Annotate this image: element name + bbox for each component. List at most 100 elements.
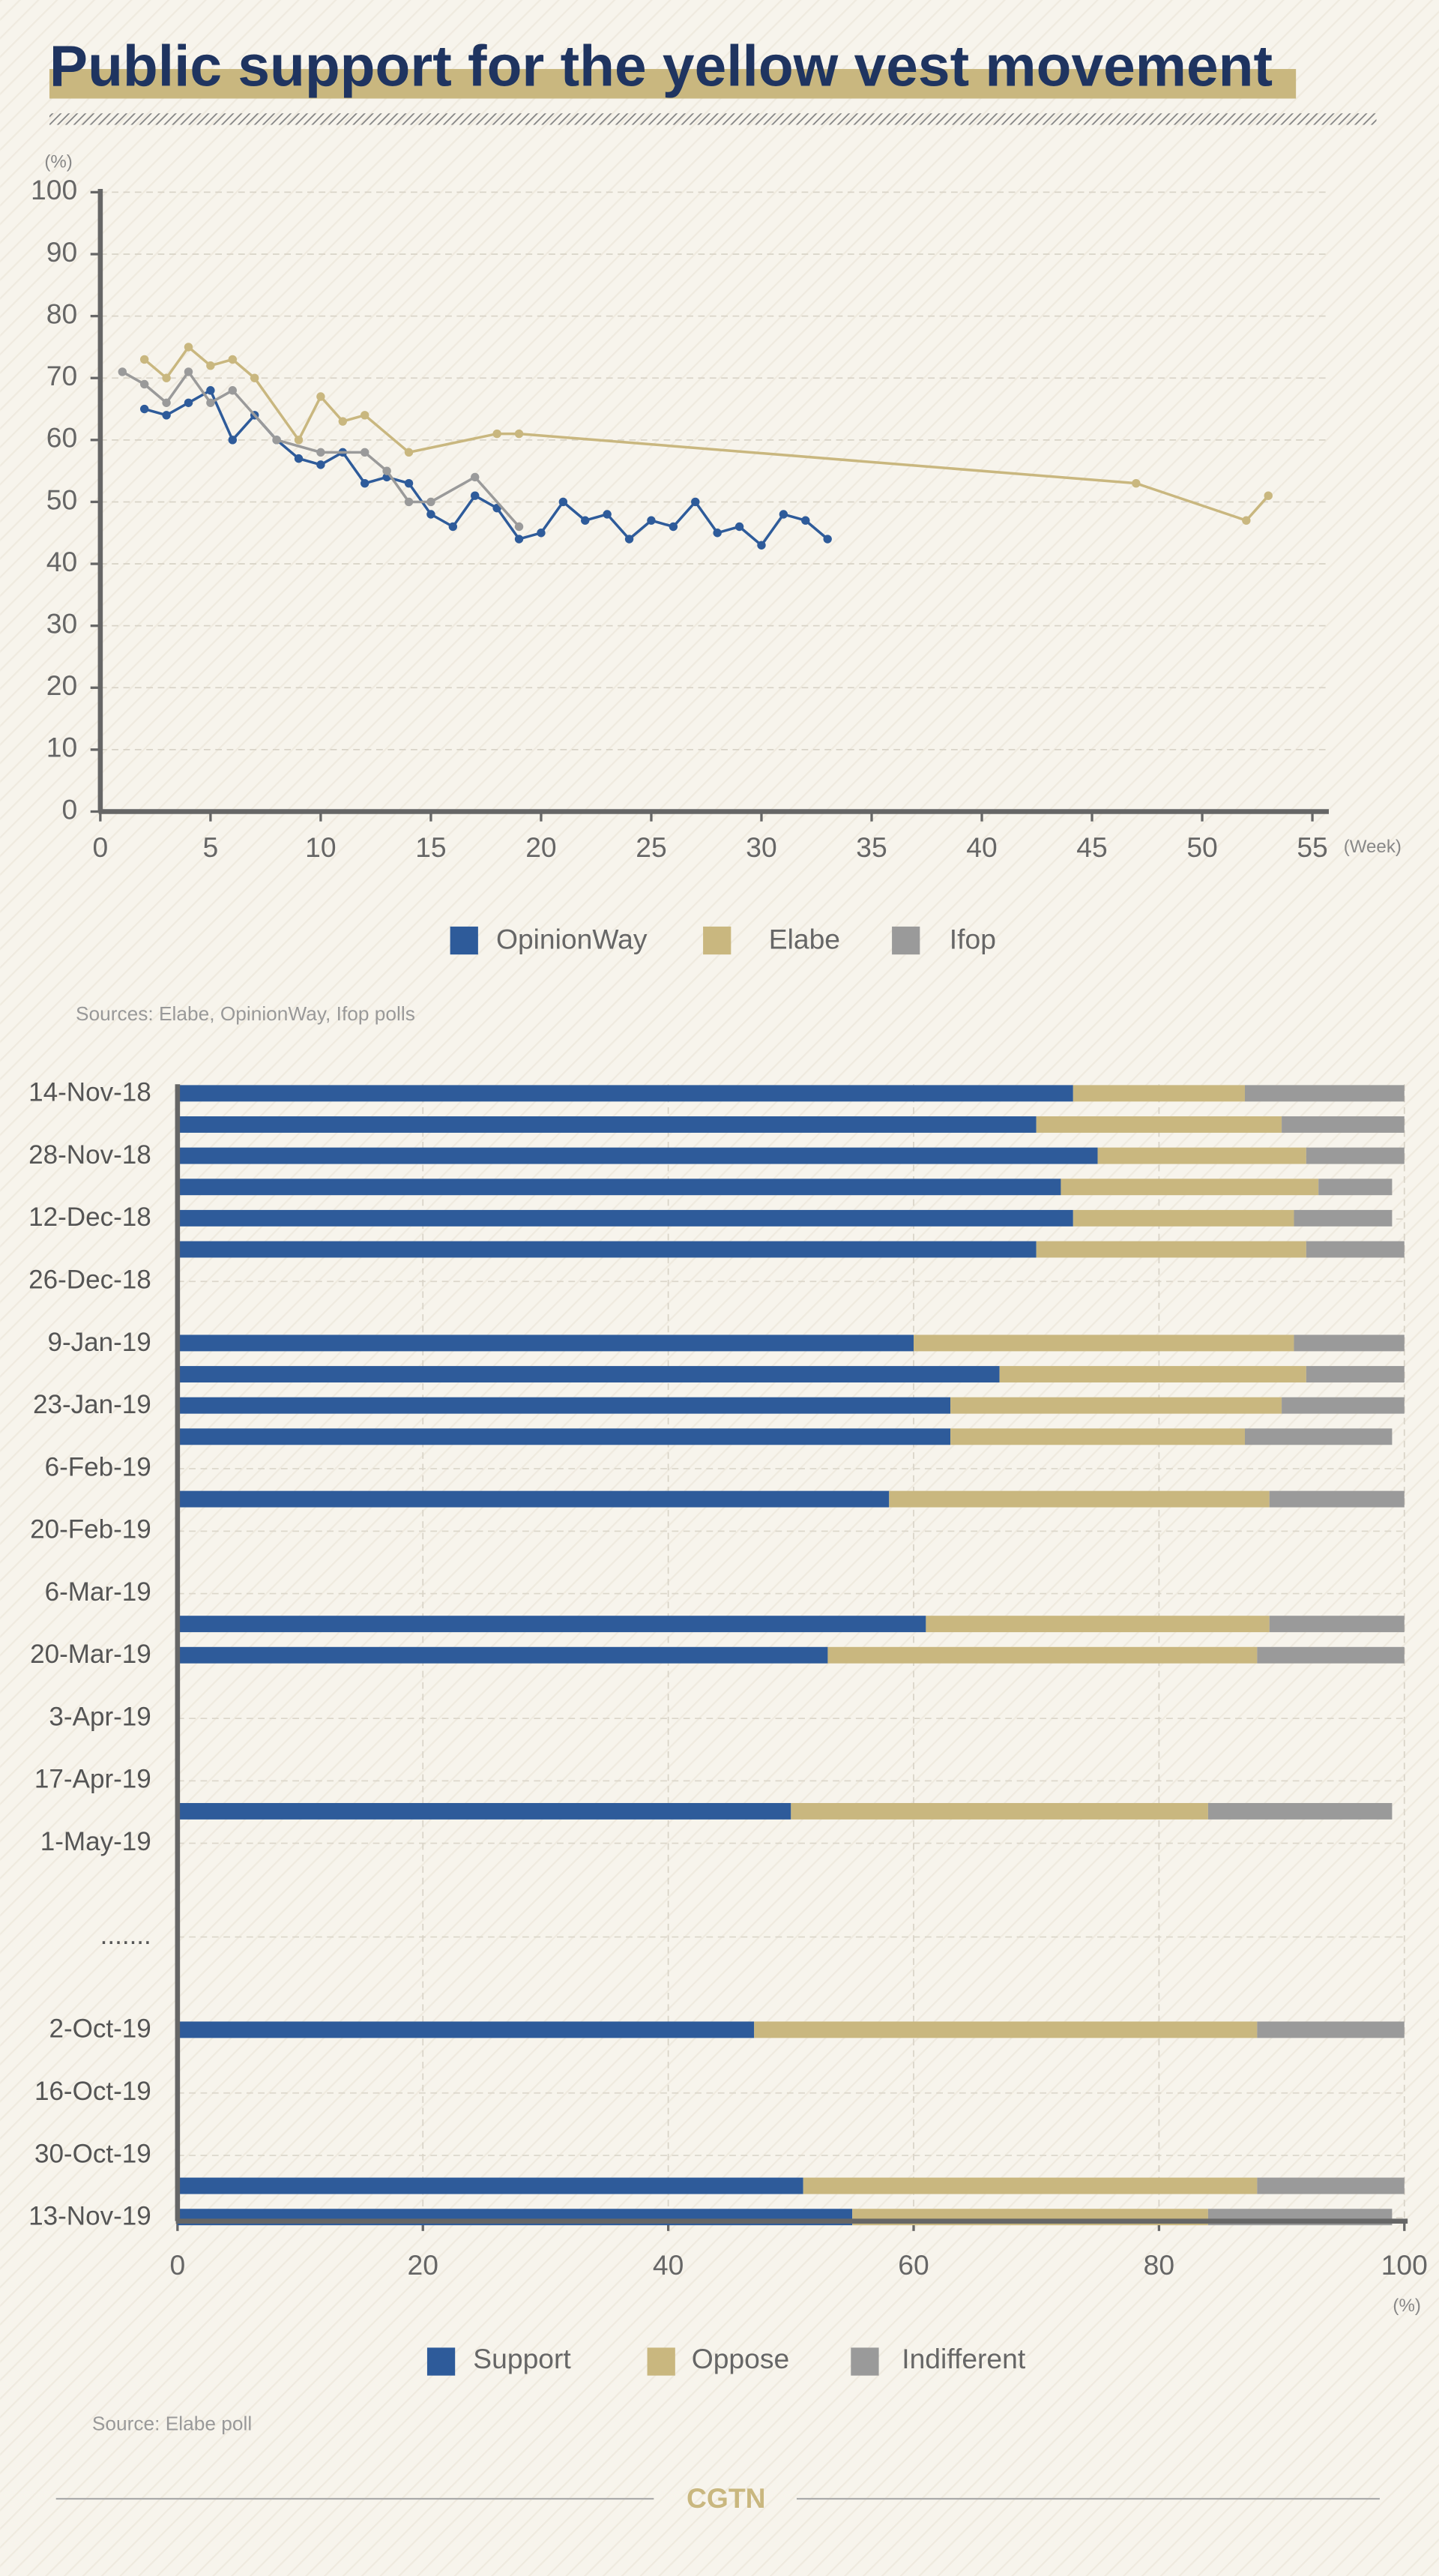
legend-label: Indifferent — [902, 2343, 1026, 2374]
bar-segment — [1306, 1147, 1405, 1164]
point — [250, 373, 259, 382]
x-tick-label: 20 — [408, 2249, 438, 2281]
legend-swatch — [851, 2347, 879, 2376]
point — [228, 355, 237, 364]
point — [139, 404, 149, 414]
legend-label: Elabe — [769, 923, 840, 954]
point — [734, 522, 744, 532]
legend-swatch — [426, 2347, 456, 2376]
point — [537, 529, 546, 538]
y-tick-label: 30 — [46, 608, 77, 640]
x-tick-label: 55 — [1297, 831, 1327, 863]
bar-segment — [177, 1147, 1098, 1164]
bar-segment — [1294, 1209, 1393, 1227]
bar-segment — [889, 1490, 1270, 1508]
category-label: 16-Oct-19 — [34, 2077, 151, 2106]
point — [514, 522, 524, 532]
x-tick-label: 30 — [746, 831, 776, 863]
point — [360, 411, 369, 420]
bar-segment — [1306, 1366, 1405, 1383]
category-label: 28-Nov-18 — [28, 1140, 151, 1170]
point — [162, 398, 171, 407]
point — [713, 529, 722, 538]
category-label: 1-May-19 — [40, 1827, 151, 1856]
bar-segment — [1244, 1085, 1405, 1102]
point — [404, 448, 414, 457]
y-tick-label: 70 — [46, 360, 77, 391]
point — [492, 429, 501, 439]
x-tick-label: 50 — [1186, 831, 1217, 863]
bar-segment — [1257, 2021, 1405, 2038]
point — [514, 535, 524, 544]
category-label: 23-Jan-19 — [33, 1390, 151, 1419]
point — [162, 373, 171, 382]
point — [184, 367, 193, 376]
bar-segment — [177, 1241, 1037, 1258]
y-tick-label: 90 — [46, 236, 77, 268]
bar-segment — [177, 1116, 1037, 1133]
bar-segment — [177, 1802, 791, 1820]
category-label: 12-Dec-18 — [28, 1203, 151, 1232]
point — [228, 436, 237, 445]
brand: CGTN — [687, 2482, 766, 2514]
bar-segment — [177, 1616, 926, 1633]
bar-segment — [1257, 2177, 1405, 2194]
point — [801, 516, 810, 525]
point — [206, 398, 215, 407]
bar-segment — [177, 2177, 803, 2194]
bar-segment — [177, 1646, 828, 1664]
bar-segment — [1318, 1179, 1393, 1196]
point — [338, 417, 348, 426]
legend-label: OpinionWay — [496, 923, 648, 954]
point — [603, 510, 612, 519]
bar-segment — [177, 1428, 951, 1445]
point — [206, 361, 215, 370]
bar-segment — [1269, 1616, 1405, 1633]
category-label: 3-Apr-19 — [49, 1702, 151, 1731]
bar-segment — [177, 1397, 951, 1414]
title-highlight — [49, 69, 1297, 99]
bar-segment — [1036, 1241, 1306, 1258]
bar-segment — [177, 1334, 914, 1352]
point — [294, 454, 304, 463]
bar-segment — [1244, 1428, 1393, 1445]
point — [139, 379, 149, 389]
category-label: 9-Jan-19 — [47, 1328, 151, 1357]
x-unit: (%) — [1393, 2296, 1420, 2316]
y-tick-label: 50 — [46, 484, 77, 515]
y-tick-label: 10 — [46, 732, 77, 763]
bar-segment — [1269, 1490, 1405, 1508]
legend-swatch — [450, 926, 478, 955]
bar-segment — [1036, 1116, 1282, 1133]
x-tick-label: 100 — [1381, 2249, 1428, 2281]
point — [757, 541, 766, 550]
point — [404, 497, 414, 507]
point — [426, 497, 435, 507]
x-tick-label: 20 — [525, 831, 556, 863]
point — [316, 460, 325, 469]
point — [184, 343, 193, 352]
bar-segment — [1097, 1147, 1306, 1164]
y-tick-label: 100 — [31, 174, 77, 205]
point — [448, 522, 458, 532]
bar-segment — [177, 2021, 755, 2038]
point — [382, 466, 391, 475]
bar-segment — [803, 2177, 1258, 2194]
bar-segment — [1282, 1397, 1405, 1414]
point — [316, 448, 325, 457]
point — [471, 472, 480, 482]
x-tick-label: 40 — [653, 2249, 684, 2281]
y-tick-label: 40 — [46, 546, 77, 577]
point — [1264, 491, 1273, 500]
source: Sources: Elabe, OpinionWay, Ifop polls — [76, 1002, 415, 1025]
bar-segment — [1073, 1085, 1245, 1102]
bar-segment — [1061, 1179, 1319, 1196]
point — [162, 411, 171, 420]
point — [316, 392, 325, 401]
legend-swatch — [703, 926, 731, 955]
x-tick-label: 45 — [1076, 831, 1107, 863]
category-label: 20-Feb-19 — [30, 1515, 151, 1544]
point — [139, 355, 149, 364]
category-label: 6-Feb-19 — [45, 1452, 151, 1481]
